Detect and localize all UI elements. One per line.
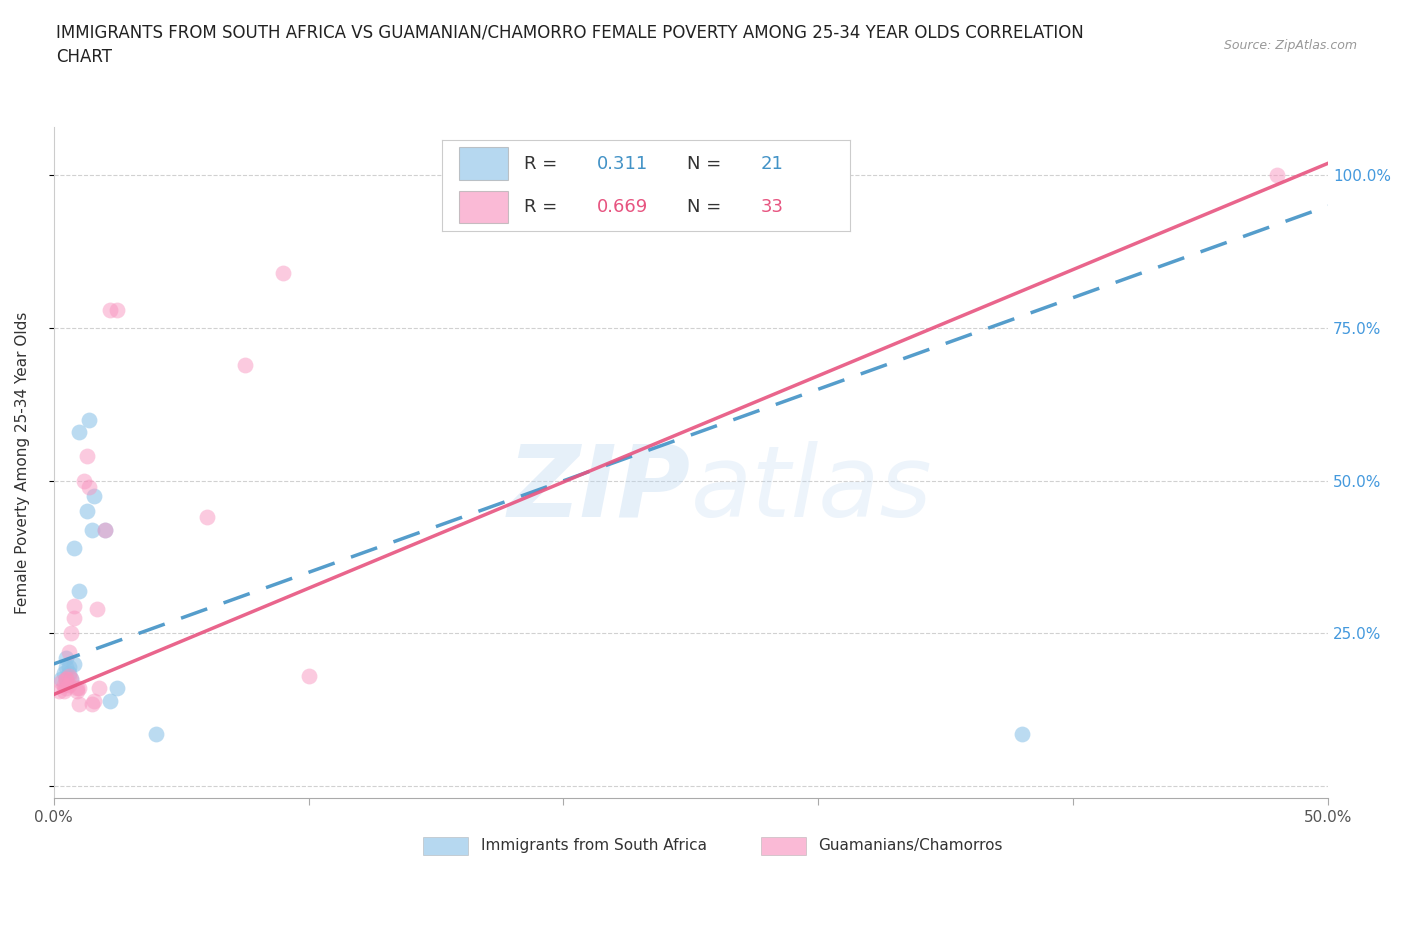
Point xyxy=(55,671,77,686)
Point xyxy=(105,681,128,696)
Point xyxy=(83,693,105,708)
Point xyxy=(195,510,218,525)
Point xyxy=(55,681,77,696)
Point xyxy=(86,602,108,617)
Point xyxy=(63,657,86,671)
Point xyxy=(65,684,87,699)
Point xyxy=(67,697,90,711)
Point xyxy=(52,684,75,699)
Text: Immigrants from South Africa: Immigrants from South Africa xyxy=(481,838,707,853)
Point xyxy=(79,480,101,495)
Point xyxy=(297,669,319,684)
Point xyxy=(83,488,105,503)
Point xyxy=(233,357,256,372)
Point xyxy=(93,523,115,538)
Point xyxy=(271,266,294,281)
Point xyxy=(58,678,80,693)
Point xyxy=(1011,726,1033,741)
Point xyxy=(98,693,121,708)
Point xyxy=(55,671,77,686)
Point xyxy=(60,671,83,686)
Text: Source: ZipAtlas.com: Source: ZipAtlas.com xyxy=(1223,39,1357,52)
Text: IMMIGRANTS FROM SOUTH AFRICA VS GUAMANIAN/CHAMORRO FEMALE POVERTY AMONG 25-34 YE: IMMIGRANTS FROM SOUTH AFRICA VS GUAMANIA… xyxy=(56,23,1084,66)
Point xyxy=(93,523,115,538)
Point xyxy=(67,583,90,598)
Point xyxy=(105,302,128,317)
Point xyxy=(76,449,98,464)
Point xyxy=(60,626,83,641)
Point xyxy=(67,681,90,696)
Point xyxy=(98,302,121,317)
Point xyxy=(63,599,86,614)
Point xyxy=(52,678,75,693)
Point xyxy=(73,473,96,488)
Text: atlas: atlas xyxy=(690,441,932,538)
Point xyxy=(80,697,103,711)
Point xyxy=(58,669,80,684)
Point xyxy=(63,540,86,555)
Point xyxy=(145,726,167,741)
FancyBboxPatch shape xyxy=(423,837,468,856)
Point xyxy=(58,666,80,681)
Point xyxy=(51,675,73,690)
Point xyxy=(80,523,103,538)
Point xyxy=(48,684,70,699)
Text: Guamanians/Chamorros: Guamanians/Chamorros xyxy=(818,838,1002,853)
Point xyxy=(52,666,75,681)
Point xyxy=(79,412,101,427)
Point xyxy=(55,671,77,686)
Point xyxy=(58,659,80,674)
Point xyxy=(76,504,98,519)
Y-axis label: Female Poverty Among 25-34 Year Olds: Female Poverty Among 25-34 Year Olds xyxy=(15,312,30,614)
Point xyxy=(51,671,73,686)
Point xyxy=(65,681,87,696)
Point xyxy=(89,681,111,696)
Point xyxy=(58,644,80,659)
Point xyxy=(63,611,86,626)
Point xyxy=(60,671,83,686)
Point xyxy=(1265,168,1288,183)
Point xyxy=(55,650,77,665)
Point xyxy=(55,659,77,674)
Point xyxy=(67,424,90,439)
Text: ZIP: ZIP xyxy=(508,441,690,538)
FancyBboxPatch shape xyxy=(761,837,806,856)
